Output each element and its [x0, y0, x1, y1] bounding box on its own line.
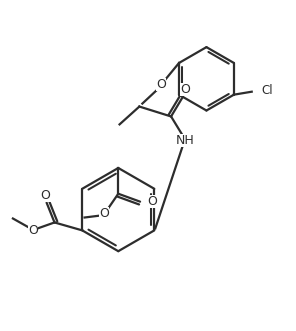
Text: NH: NH: [176, 134, 194, 147]
Text: O: O: [99, 207, 109, 220]
Text: O: O: [147, 195, 157, 208]
Text: O: O: [28, 224, 38, 237]
Text: O: O: [156, 78, 166, 91]
Text: Cl: Cl: [262, 84, 273, 97]
Text: O: O: [180, 83, 190, 96]
Text: O: O: [41, 189, 51, 202]
